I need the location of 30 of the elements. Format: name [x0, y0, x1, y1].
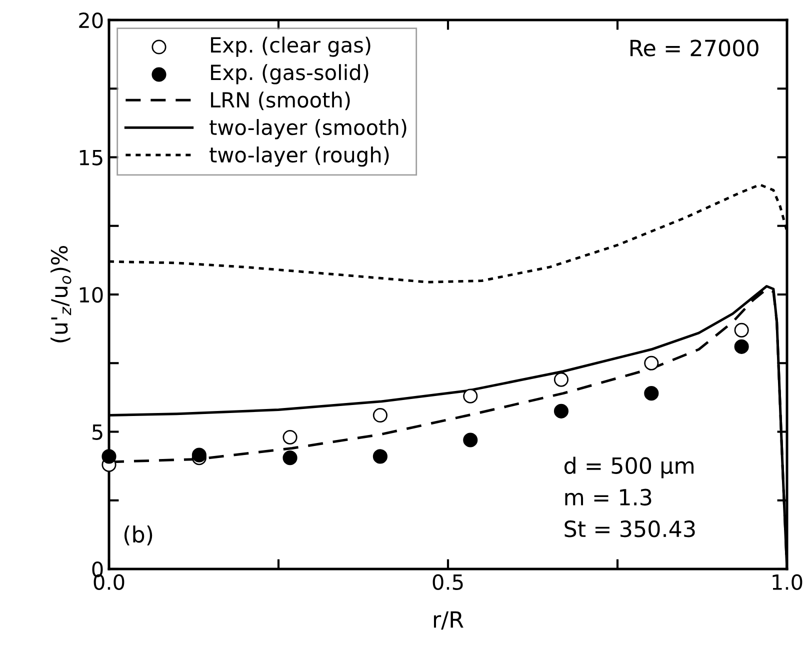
- legend-label: Exp. (gas-solid): [211, 64, 368, 84]
- annotation: (b): [124, 526, 152, 546]
- point: [463, 432, 478, 448]
- point: [282, 450, 298, 466]
- legend-label: LRN (smooth): [211, 92, 350, 110]
- annotation: d = 500 μm m = 1.3 St = 350.43: [564, 456, 695, 538]
- point: [554, 404, 569, 418]
- x-tick-label: 0.5: [432, 574, 463, 590]
- legend-label: Exp. (clear gas): [211, 36, 370, 57]
- point: [102, 449, 116, 464]
- legend-label: two-layer (rough): [210, 146, 389, 167]
- point: [372, 408, 388, 423]
- x-axis-title: r/R: [434, 611, 464, 630]
- point: [554, 372, 569, 387]
- legend-label: two-layer (smooth): [210, 119, 406, 140]
- point: [734, 339, 749, 354]
- y-tick-label: 5: [92, 424, 102, 440]
- y-tick-label: 15: [80, 150, 102, 166]
- x-tick-label: 1.0: [772, 574, 802, 590]
- point: [644, 386, 659, 401]
- point: [372, 449, 388, 464]
- y-axis-title: (u'$_{z}$/u$_{o}$)%: [50, 246, 72, 342]
- y-tick-label: 20: [79, 12, 103, 28]
- annotation: Re = 27000: [630, 40, 758, 56]
- point: [734, 322, 749, 338]
- y-tick-label: 10: [80, 286, 103, 303]
- point: [282, 430, 298, 445]
- point: [644, 356, 659, 370]
- point: [192, 448, 206, 462]
- point: [463, 388, 478, 404]
